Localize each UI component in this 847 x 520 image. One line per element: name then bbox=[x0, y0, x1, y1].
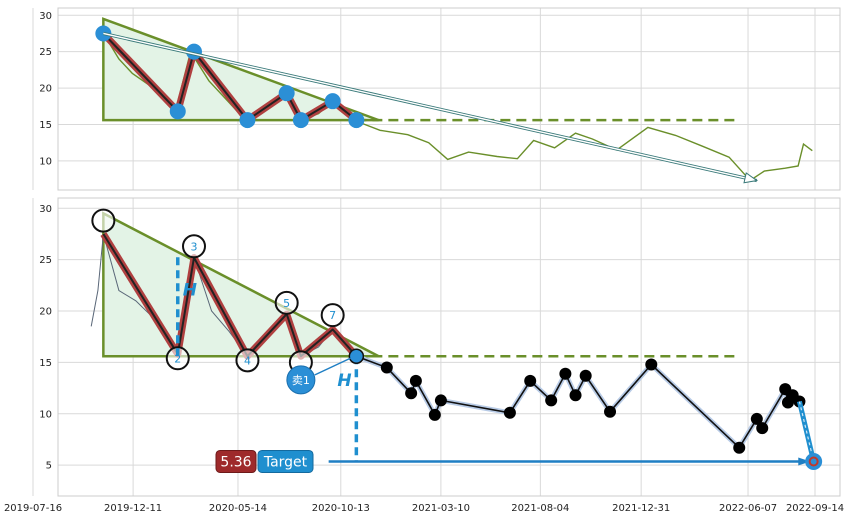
continuation-point bbox=[604, 405, 617, 418]
target-value-text: 5.36 bbox=[220, 454, 251, 470]
target-arrow-head bbox=[798, 457, 811, 466]
x-tick-label: 2021-03-10 bbox=[412, 503, 470, 514]
target-point bbox=[805, 452, 823, 470]
continuation-point bbox=[434, 394, 447, 407]
continuation-point bbox=[545, 394, 558, 407]
pattern-point-label: 7 bbox=[329, 309, 336, 322]
forecast-line-inner bbox=[798, 401, 815, 462]
continuation-point bbox=[409, 374, 422, 387]
y-tick-label: 30 bbox=[39, 11, 52, 22]
x-tick-label: 2021-08-04 bbox=[511, 503, 569, 514]
pattern-point-label: 2 bbox=[174, 352, 181, 365]
sell-marker bbox=[286, 365, 316, 395]
pattern-point bbox=[169, 103, 186, 120]
y-tick-label: 5 bbox=[46, 461, 52, 472]
pattern-point-label: 3 bbox=[191, 240, 198, 253]
panel-frame bbox=[57, 197, 841, 497]
y-tick-label: 25 bbox=[39, 47, 52, 58]
y-tick-label: 25 bbox=[39, 255, 52, 266]
pattern-point-circle bbox=[91, 208, 116, 233]
pattern-point-circle bbox=[235, 348, 260, 373]
y-tick-label: 15 bbox=[39, 358, 52, 369]
continuation-point bbox=[756, 422, 769, 435]
pattern-point-label: 4 bbox=[244, 354, 251, 367]
trend-arrow-inner bbox=[103, 32, 757, 182]
target-label-text: Target bbox=[263, 454, 308, 470]
y-tick-label: 10 bbox=[39, 409, 52, 420]
continuation-point bbox=[405, 387, 418, 400]
pattern-point bbox=[239, 112, 256, 129]
pattern-point-circle bbox=[182, 234, 206, 259]
y-tick-label: 30 bbox=[39, 204, 52, 215]
continuation-point bbox=[645, 358, 658, 371]
projection-label: H bbox=[337, 371, 351, 391]
continuation-point bbox=[524, 374, 537, 387]
continuation-point bbox=[579, 369, 592, 382]
target-label-badge bbox=[257, 449, 314, 473]
continuation-point bbox=[380, 361, 393, 374]
pattern-point-circle bbox=[165, 346, 190, 371]
continuation-line bbox=[356, 355, 800, 449]
pattern-point-circle bbox=[274, 290, 299, 315]
sell-pointer bbox=[314, 357, 351, 376]
height-label: H bbox=[183, 281, 197, 301]
pattern-point bbox=[348, 112, 365, 129]
continuation-point bbox=[750, 412, 763, 425]
trend-arrow-head bbox=[743, 172, 759, 184]
y-tick-label: 10 bbox=[39, 156, 52, 167]
x-tick-label: 2020-10-13 bbox=[312, 503, 370, 514]
y-tick-label: 20 bbox=[39, 84, 52, 95]
y-tick-label: 20 bbox=[39, 307, 52, 318]
continuation-point bbox=[569, 389, 582, 402]
continuation-point bbox=[559, 367, 572, 380]
price-line bbox=[102, 33, 813, 182]
y-tick-label: 15 bbox=[39, 120, 52, 131]
pattern-point bbox=[292, 112, 309, 129]
panel-frame bbox=[57, 7, 841, 191]
pattern-wave-inner bbox=[102, 233, 358, 358]
continuation-point bbox=[503, 406, 516, 419]
breakout-point bbox=[348, 348, 365, 364]
x-tick-label: 2021-12-31 bbox=[612, 503, 670, 514]
pattern-point-label: 5 bbox=[283, 297, 290, 310]
x-tick-label: 2020-05-14 bbox=[209, 503, 267, 514]
pattern-point bbox=[324, 93, 341, 110]
x-tick-label: 2022-09-14 bbox=[786, 503, 844, 514]
x-tick-label: 2022-06-07 bbox=[719, 503, 777, 514]
continuation-point bbox=[428, 408, 441, 421]
pattern-point bbox=[278, 85, 295, 102]
target-point-ring bbox=[808, 456, 819, 467]
top-panel: 10 15 20 25 30 bbox=[32, 7, 841, 191]
pattern-point-circle bbox=[320, 303, 345, 328]
continuation-point bbox=[733, 441, 746, 454]
x-tick-label: 2019-07-16 bbox=[4, 503, 62, 514]
continuation-halo bbox=[355, 353, 802, 451]
target-value-badge bbox=[215, 449, 257, 473]
x-tick-label: 2019-12-11 bbox=[104, 503, 162, 514]
sell-marker-label: 卖1 bbox=[292, 374, 310, 387]
